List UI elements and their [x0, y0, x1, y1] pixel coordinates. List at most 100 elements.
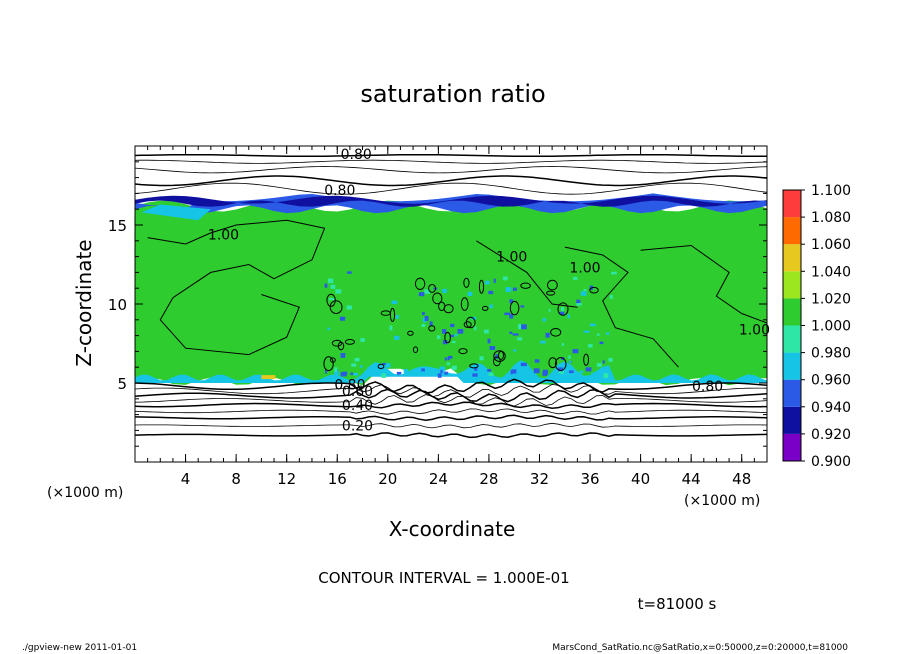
contour-line-1-00 [476, 240, 578, 308]
x-unit-right: (×1000 m) [684, 493, 760, 509]
x-tick-label: 36 [580, 470, 599, 488]
field-upper-blue-band [135, 193, 767, 214]
field-speckle [512, 333, 519, 336]
field-speckle [422, 317, 427, 323]
field-speckle [569, 370, 574, 374]
contour-line-upper [134, 175, 768, 187]
colorbar-label: 1.100 [811, 183, 851, 199]
field-speckle [611, 271, 617, 275]
contour-lines [134, 153, 768, 439]
field-speckle [527, 372, 534, 377]
field-speckle [583, 330, 590, 333]
contour-cell [323, 356, 334, 372]
field-speckle [533, 368, 540, 374]
field-speckle [608, 357, 613, 362]
field-speckle [382, 362, 386, 365]
x-tick-label: 28 [479, 470, 498, 488]
field-upper-dark-band [135, 195, 767, 207]
field-speckle [512, 369, 517, 374]
contour-line-lower [134, 394, 768, 407]
field-speckle [360, 338, 365, 342]
contour-line-lower [134, 422, 768, 429]
contour-label: 1.00 [569, 261, 600, 277]
field-speckle [452, 341, 456, 344]
contour-interval-text: CONTOUR INTERVAL = 1.000E-01 [318, 569, 569, 587]
saturation-field [135, 193, 767, 386]
field-speckle [561, 343, 564, 346]
field-speckle [577, 372, 581, 378]
field-speckle [447, 355, 453, 359]
field-speckle [325, 369, 328, 374]
contour-line-lower [134, 401, 768, 409]
contour-label: 0.60 [342, 384, 373, 400]
x-tick-label: 32 [530, 470, 549, 488]
contour-cell [428, 325, 436, 332]
field-speckle [454, 333, 458, 337]
contour-cell [498, 350, 504, 360]
contour-cell [428, 284, 437, 293]
contour-cell [444, 331, 451, 344]
field-speckle [474, 367, 478, 371]
field-speckle [509, 299, 513, 304]
contour-cell [337, 341, 345, 351]
field-speckle [502, 276, 508, 281]
field-upper-cyan-patch [141, 204, 211, 221]
field-speckle [375, 370, 381, 374]
field-speckle [489, 346, 496, 350]
field-speckle [343, 371, 348, 375]
field-speckle [542, 371, 546, 376]
field-speckle [568, 355, 571, 359]
contour-line-lower [134, 432, 768, 439]
colorbar-label: 0.980 [811, 346, 851, 362]
contour-label: 0.80 [324, 183, 355, 199]
field-speckle [429, 321, 433, 326]
field-speckle [487, 338, 491, 344]
field-speckle [487, 369, 492, 372]
field-speckle [545, 332, 550, 338]
field-speckle [396, 371, 402, 375]
field-speckle [457, 329, 464, 334]
contour-cell [412, 346, 419, 354]
field-speckle [433, 371, 438, 374]
field-speckle [509, 331, 513, 334]
field-speckle [467, 291, 473, 296]
contour-label: 1.00 [496, 250, 527, 266]
field-speckle [558, 367, 563, 372]
field-speckle [609, 295, 613, 299]
contour-line-1-00 [564, 246, 679, 368]
x-tick-label: 20 [378, 470, 397, 488]
contour-cell [443, 304, 454, 314]
field-speckle [353, 372, 358, 376]
contour-line-upper [134, 153, 767, 158]
field-speckle [599, 341, 604, 345]
x-tick-label: 40 [631, 470, 650, 488]
field-speckle [517, 337, 523, 341]
field-speckle [512, 287, 517, 291]
field-speckle [569, 360, 572, 363]
contour-cell [583, 353, 589, 366]
field-speckle [521, 324, 527, 330]
time-label: t=81000 s [638, 595, 717, 613]
field-speckle [510, 369, 513, 375]
contour-cell [432, 292, 443, 305]
contour-cell [407, 330, 414, 336]
contour-cell [458, 348, 468, 355]
contour-line-upper [134, 159, 768, 164]
colorbar-swatch [783, 244, 801, 272]
contour-line-lower [134, 378, 768, 394]
field-speckle [483, 329, 489, 334]
x-tick-label: 16 [328, 470, 347, 488]
colorbar-swatch [783, 217, 801, 245]
field-speckle [567, 314, 570, 319]
contour-cell [460, 297, 469, 311]
x-axis-ticks: 4 8 12 16 20 24 28 32 36 40 44 48 [147, 146, 755, 488]
contour-cell [554, 357, 567, 371]
contour-line-lower [134, 408, 768, 415]
field-speckle [485, 280, 490, 285]
field-speckle [488, 372, 494, 377]
contour-cell [548, 357, 558, 369]
colorbar-label: 1.060 [811, 237, 851, 253]
field-speckle [520, 362, 527, 367]
plot-area: 0.800.801.001.001.001.000.800.800.600.40… [134, 145, 770, 463]
